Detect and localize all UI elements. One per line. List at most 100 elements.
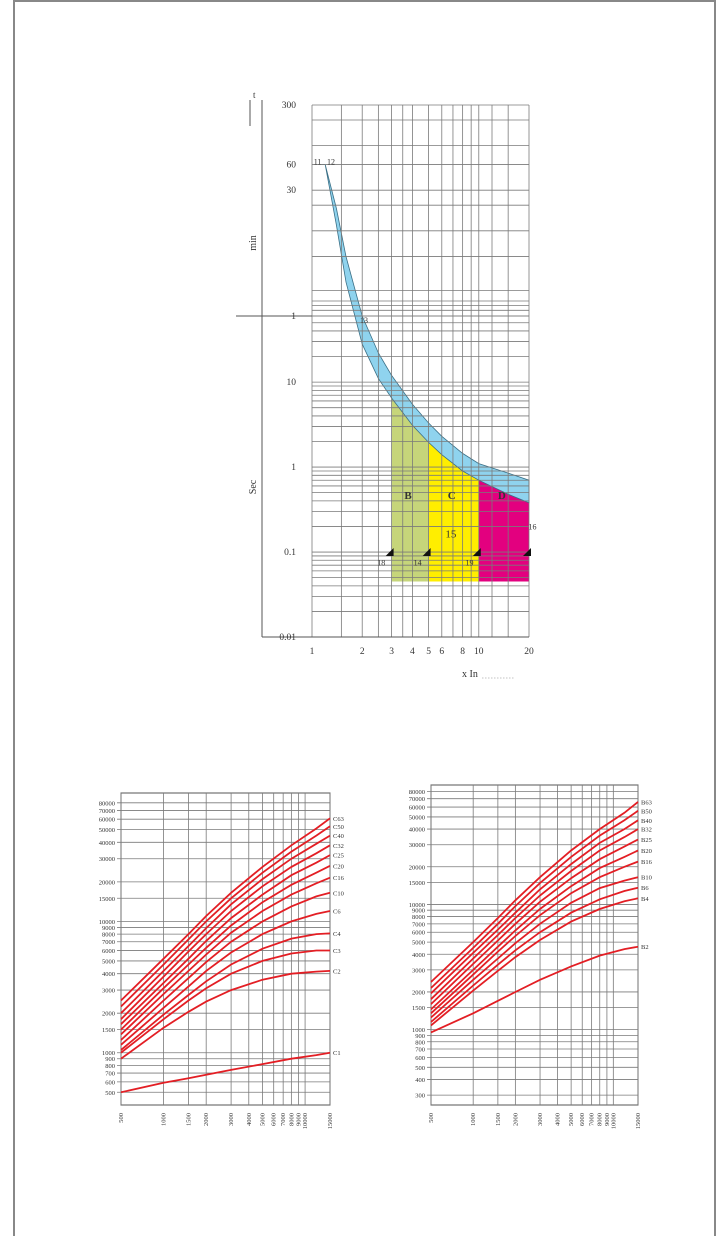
series-label-b4: B4 — [641, 896, 649, 903]
annotation-15: 15 — [445, 529, 457, 541]
x-tick-label: 2 — [360, 647, 365, 657]
curve-c63 — [120, 817, 331, 1002]
series-label-b50: B50 — [641, 808, 652, 815]
y-tick-label: 40000 — [409, 827, 425, 834]
x-tick-label: 5 — [426, 647, 431, 657]
y-tick-label: 15000 — [99, 896, 115, 903]
curve-c40 — [120, 834, 331, 1014]
y-tick-label: 20000 — [99, 879, 115, 886]
series-label-c50: C50 — [333, 824, 344, 831]
boundary-pointer — [385, 548, 394, 557]
x-tick-label: 4000 — [555, 1113, 562, 1126]
b-curves-chart: 3004005006007008009001000150020003000400… — [409, 784, 653, 1129]
y-tick-label: 20000 — [409, 864, 425, 871]
zone-label-d: D — [498, 490, 506, 502]
y-tick-label: 9000 — [412, 908, 425, 915]
x-tick-label: 9000 — [296, 1113, 303, 1126]
y-tick-label: 50000 — [409, 814, 425, 821]
y-tick-label: 3000 — [102, 988, 115, 995]
curve-c6 — [120, 910, 331, 1046]
y-tick-label: 60000 — [99, 817, 115, 824]
series-label-b25: B25 — [641, 837, 652, 844]
curve-b40 — [430, 819, 639, 994]
x-tick-label: 1 — [310, 647, 315, 657]
y-tick-label: 5000 — [102, 958, 115, 965]
series-label-b16: B16 — [641, 859, 653, 866]
y-tick-label: 1 — [291, 463, 296, 473]
y-tick-label: 1 — [291, 312, 296, 322]
t-marker: t — [253, 90, 256, 100]
series-label-c6: C6 — [333, 909, 341, 916]
x-tick-label: 8 — [460, 647, 465, 657]
x-tick-label: 10000 — [610, 1113, 617, 1129]
curve-b32 — [430, 828, 639, 1000]
curve-c25 — [120, 854, 331, 1025]
series-label-c10: C10 — [333, 890, 344, 897]
y-tick-label: 300 — [415, 1093, 425, 1100]
y-tick-label: 30 — [287, 186, 297, 196]
y-tick-label: 30000 — [99, 856, 115, 863]
x-tick-label: 500 — [428, 1113, 435, 1123]
y-unit-sec: Sec — [248, 479, 259, 494]
curve-b10 — [430, 876, 639, 1019]
x-tick-label: 20 — [524, 647, 534, 657]
curve-b16 — [430, 860, 639, 1014]
y-tick-label: 900 — [415, 1033, 425, 1040]
x-tick-label: 6000 — [579, 1113, 586, 1126]
x-tick-label: 3000 — [228, 1113, 235, 1126]
series-label-c40: C40 — [333, 833, 344, 840]
y-tick-label: 50000 — [99, 827, 115, 834]
annotation-18: 18 — [377, 559, 385, 568]
y-tick-label: 1000 — [102, 1050, 115, 1057]
x-tick-label: 10000 — [302, 1113, 309, 1129]
y-tick-label: 600 — [415, 1055, 425, 1062]
series-label-c1: C1 — [333, 1050, 341, 1057]
y-tick-label: 80000 — [99, 800, 115, 807]
boundary-pointer — [422, 548, 431, 557]
y-tick-label: 500 — [415, 1065, 425, 1072]
y-tick-label: 900 — [105, 1056, 115, 1063]
series-label-c20: C20 — [333, 863, 344, 870]
y-tick-label: 300 — [282, 101, 297, 111]
y-tick-label: 4000 — [412, 952, 425, 959]
curve-b4 — [430, 897, 639, 1027]
x-tick-label: 15000 — [635, 1113, 642, 1129]
annotation-12: 12 — [327, 158, 335, 167]
curve-b50 — [430, 810, 639, 989]
y-tick-label: 60 — [287, 161, 297, 171]
y-tick-label: 8000 — [102, 932, 115, 939]
curve-c2 — [120, 970, 331, 1060]
y-unit-min: min — [248, 235, 259, 251]
y-tick-label: 10000 — [99, 919, 115, 926]
y-tick-label: 1000 — [412, 1027, 425, 1034]
curve-c20 — [120, 864, 331, 1031]
y-tick-label: 3000 — [412, 967, 425, 974]
series-label-c16: C16 — [333, 875, 345, 882]
series-label-b10: B10 — [641, 875, 652, 882]
boundary-pointer — [472, 548, 481, 557]
y-tick-label: 70000 — [99, 808, 115, 815]
curve-c3 — [120, 949, 330, 1054]
x-tick-label: 2000 — [512, 1113, 519, 1126]
annotation-16: 16 — [529, 522, 537, 531]
zone-c — [428, 442, 479, 582]
y-tick-label: 9000 — [102, 925, 115, 932]
series-label-b32: B32 — [641, 827, 652, 834]
annotation-11: 11 — [314, 158, 322, 167]
series-label-b6: B6 — [641, 885, 649, 892]
curve-b6 — [430, 886, 639, 1023]
zone-label-c: C — [448, 490, 456, 502]
y-tick-label: 800 — [105, 1063, 115, 1070]
x-tick-label: 1500 — [495, 1113, 502, 1126]
series-label-c32: C32 — [333, 843, 344, 850]
curve-c4 — [120, 932, 331, 1051]
x-tick-label: 5000 — [568, 1113, 575, 1126]
annotation-14: 14 — [414, 559, 422, 568]
zone-label-b: B — [404, 490, 412, 502]
x-tick-label: 8000 — [597, 1113, 604, 1126]
y-tick-label: 700 — [105, 1071, 115, 1078]
x-tick-label: 2000 — [203, 1113, 210, 1126]
x-tick-label: 9000 — [604, 1113, 611, 1126]
y-tick-label: 7000 — [412, 921, 425, 928]
